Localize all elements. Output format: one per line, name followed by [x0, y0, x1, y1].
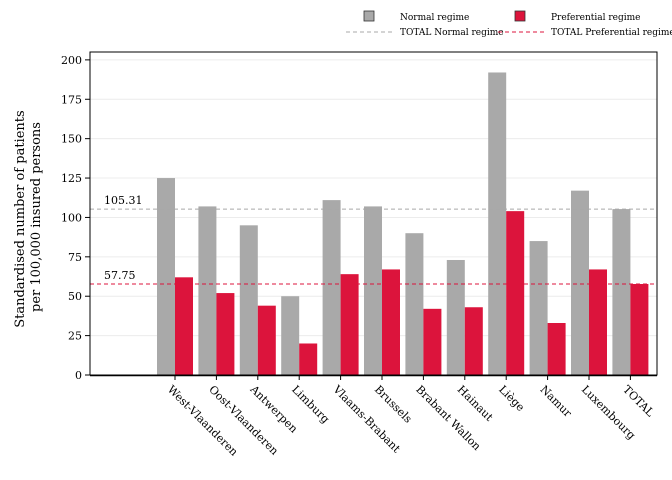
legend-label-preferential-regime: Preferential regime — [551, 13, 641, 23]
bar-normal-regime-liege — [488, 72, 507, 376]
y-tick-label-100: 100 — [61, 211, 82, 224]
bar-normal-regime-luxembourg — [571, 190, 589, 375]
y-axis-ticks: 0 25 50 75 100 125 150 175 200 — [61, 54, 90, 382]
y-tick-label-50: 50 — [68, 290, 82, 303]
bar-preferential-regime-namur — [547, 323, 566, 375]
y-tick-label-0: 0 — [75, 369, 82, 382]
bar-preferential-regime-total — [630, 284, 649, 375]
reference-lines: 105.31 57.75 — [90, 194, 657, 285]
legend: Normal regime Preferential regime TOTAL … — [346, 10, 672, 38]
legend-label-total-preferential: TOTAL Preferential regime — [551, 28, 672, 38]
y-tick-label-25: 25 — [68, 330, 82, 343]
bar-normal-regime-limburg — [281, 296, 300, 375]
bar-normal-regime-antwerpen — [239, 225, 258, 375]
y-tick-label-75: 75 — [68, 251, 82, 264]
bar-preferential-regime-oost-vlaanderen — [216, 293, 235, 375]
y-tick-label-150: 150 — [61, 133, 82, 146]
bar-normal-regime-oost-vlaanderen — [198, 206, 217, 375]
bar-normal-regime-total — [612, 209, 631, 375]
bar-preferential-regime-hainaut — [464, 307, 483, 375]
legend-swatch-normal-regime — [363, 10, 375, 22]
bar-normal-regime-brabant-wallon — [405, 233, 424, 375]
bar-normal-regime-hainaut — [446, 259, 465, 375]
bar-normal-regime-vlaams-brabant — [322, 200, 341, 375]
y-axis-title-line-2: per 100,000 insured persons — [29, 122, 44, 312]
y-tick-label-200: 200 — [61, 54, 82, 67]
y-tick-label-125: 125 — [61, 172, 82, 185]
y-axis-title: Standardised number of patients per 100,… — [13, 106, 44, 328]
legend-label-normal-regime: Normal regime — [400, 13, 469, 23]
ref-label-total-normal-regime: 105.31 — [104, 194, 143, 207]
bar-preferential-regime-west-vlaanderen — [175, 277, 193, 375]
legend-label-total-normal: TOTAL Normal regime — [400, 28, 504, 38]
bar-normal-regime-namur — [529, 241, 548, 375]
bar-preferential-regime-brabant-wallon — [423, 308, 442, 375]
bar-preferential-regime-antwerpen — [257, 305, 276, 375]
bar-preferential-regime-brussels — [382, 269, 400, 375]
bar-normal-regime-west-vlaanderen — [157, 178, 175, 375]
bar-normal-regime-brussels — [364, 206, 382, 375]
bar-preferential-regime-limburg — [299, 343, 318, 375]
bar-preferential-regime-luxembourg — [589, 269, 607, 375]
bar-preferential-regime-liege — [506, 211, 525, 375]
bars — [157, 72, 649, 376]
ref-label-total-preferential-regime: 57.75 — [104, 269, 136, 282]
y-axis-title-line-1: Standardised number of patients — [13, 110, 28, 327]
y-tick-label-175: 175 — [61, 93, 82, 106]
bar-preferential-regime-vlaams-brabant — [340, 274, 359, 375]
legend-swatch-preferential-regime — [514, 10, 526, 22]
